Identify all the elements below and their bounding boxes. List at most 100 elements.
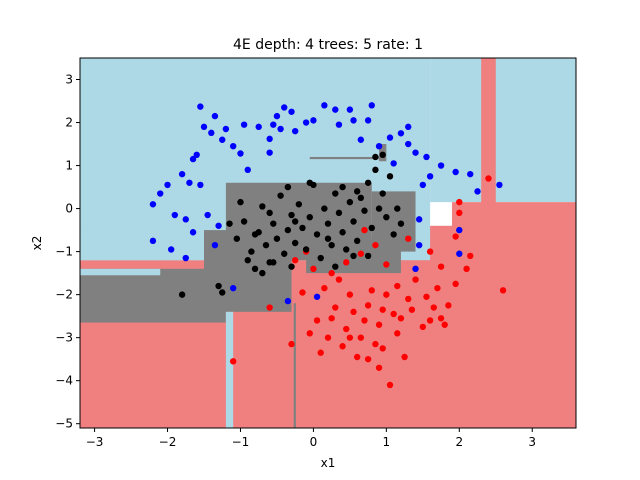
point-blue-39: [266, 149, 273, 156]
point-black-63: [251, 231, 259, 238]
point-black-4: [248, 248, 255, 255]
point-blue-18: [321, 102, 328, 109]
point-black-10: [270, 220, 277, 227]
point-blue-27: [397, 130, 405, 137]
point-blue-65: [390, 160, 397, 167]
point-black-54: [332, 263, 339, 270]
point-red-23: [364, 302, 372, 309]
point-blue-15: [291, 127, 299, 135]
point-blue-16: [302, 119, 310, 126]
point-blue-33: [452, 168, 459, 176]
point-black-0: [226, 220, 233, 227]
point-black-25: [324, 220, 332, 227]
point-blue-24: [364, 117, 372, 124]
point-black-18: [299, 224, 306, 232]
point-black-48: [178, 291, 186, 298]
point-blue-25: [375, 142, 383, 150]
point-blue-2: [208, 129, 215, 137]
point-blue-58: [313, 293, 321, 300]
point-red-31: [335, 276, 343, 283]
point-blue-17: [310, 117, 317, 124]
point-black-27: [332, 190, 339, 197]
point-blue-63: [456, 250, 463, 257]
x-tick-label: −2: [159, 435, 177, 449]
point-red-10: [426, 317, 434, 324]
point-black-61: [215, 282, 222, 290]
chart-title: 4E depth: 4 trees: 5 rate: 1: [233, 37, 423, 53]
y-tick-label: −2: [55, 288, 73, 302]
point-black-60: [266, 209, 273, 217]
point-black-55: [350, 252, 357, 260]
point-black-47: [379, 151, 386, 159]
point-blue-45: [171, 211, 179, 219]
point-blue-3: [211, 112, 219, 120]
point-black-26: [328, 241, 335, 249]
point-blue-23: [357, 136, 365, 143]
point-black-35: [361, 207, 368, 214]
point-blue-67: [368, 102, 375, 109]
point-red-22: [368, 287, 375, 294]
point-red-20: [375, 321, 383, 328]
point-black-12: [277, 192, 284, 199]
point-blue-32: [437, 162, 445, 169]
point-red-43: [266, 304, 273, 311]
y-tick-label: 3: [65, 73, 73, 87]
point-black-53: [288, 263, 295, 270]
point-blue-36: [496, 181, 503, 189]
point-black-39: [375, 205, 383, 212]
point-blue-30: [423, 153, 430, 161]
point-blue-40: [193, 151, 200, 159]
point-black-64: [291, 218, 299, 225]
x-tick-label: 1: [383, 435, 391, 449]
x-tick-label: 2: [455, 435, 463, 449]
point-red-15: [397, 315, 405, 322]
point-blue-35: [474, 188, 481, 195]
point-red-37: [313, 317, 321, 324]
point-red-6: [437, 263, 445, 270]
point-blue-42: [164, 181, 171, 189]
point-red-65: [394, 282, 401, 290]
point-black-40: [379, 190, 386, 197]
point-red-35: [321, 284, 328, 292]
y-tick-label: −5: [55, 417, 73, 431]
region-red-4: [481, 58, 496, 205]
point-blue-10: [266, 135, 273, 143]
point-blue-59: [419, 181, 427, 189]
point-black-2: [237, 198, 244, 206]
point-black-1: [233, 235, 241, 242]
point-blue-38: [244, 166, 251, 174]
point-black-62: [353, 188, 361, 195]
point-red-34: [324, 334, 332, 341]
point-black-51: [259, 269, 266, 277]
point-black-8: [262, 241, 270, 249]
point-red-54: [357, 250, 365, 257]
point-black-13: [281, 250, 288, 257]
point-red-49: [364, 355, 372, 363]
y-tick-label: 1: [65, 159, 73, 173]
point-black-46: [372, 153, 379, 161]
point-red-5: [452, 233, 459, 240]
point-red-26: [353, 353, 361, 361]
point-red-29: [343, 325, 350, 333]
point-blue-57: [284, 297, 292, 305]
point-red-19: [379, 306, 386, 313]
point-red-40: [299, 289, 306, 296]
point-red-3: [456, 209, 463, 217]
point-blue-44: [149, 201, 157, 208]
point-blue-13: [281, 104, 288, 111]
point-black-43: [390, 231, 397, 238]
point-blue-14: [288, 108, 295, 115]
point-blue-61: [415, 216, 423, 223]
point-red-55: [372, 241, 379, 249]
point-blue-31: [426, 173, 434, 180]
x-axis-label: x1: [321, 456, 336, 470]
decision-regions: [80, 58, 576, 428]
x-tick-label: −1: [232, 435, 250, 449]
point-blue-43: [157, 190, 164, 197]
point-black-49: [219, 289, 226, 296]
point-black-65: [324, 235, 332, 242]
point-blue-47: [189, 229, 197, 236]
point-black-24: [321, 205, 328, 212]
point-red-16: [394, 330, 401, 337]
point-red-42: [288, 340, 295, 348]
